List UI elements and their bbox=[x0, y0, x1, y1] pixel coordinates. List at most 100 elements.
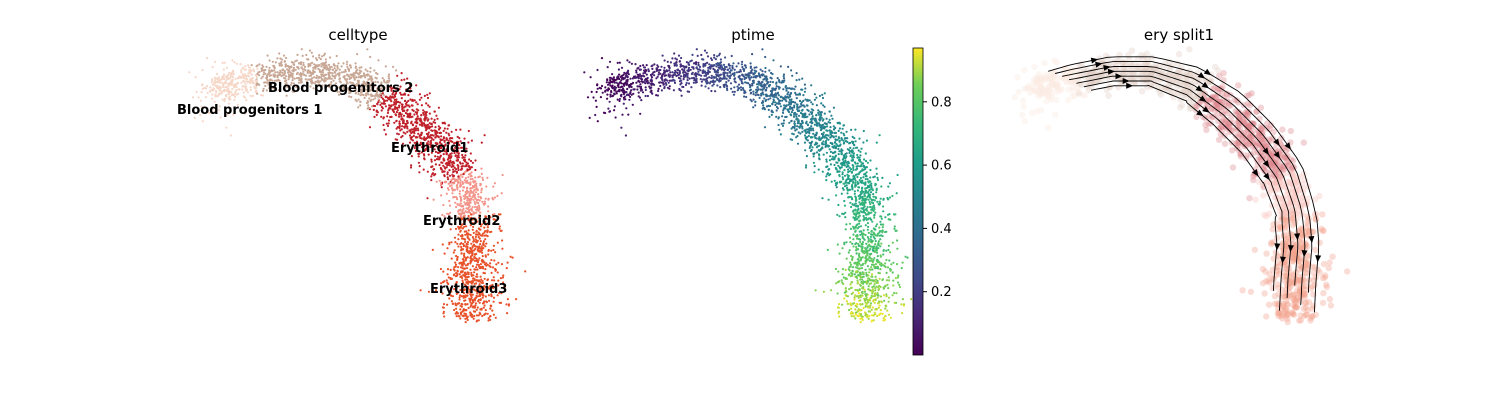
celltype-point bbox=[214, 95, 217, 98]
celltype-point bbox=[496, 241, 499, 244]
ptime-point bbox=[823, 105, 826, 108]
celltype-point bbox=[476, 206, 479, 209]
celltype-point bbox=[489, 307, 492, 310]
ptime-point bbox=[636, 88, 639, 91]
ptime-point bbox=[781, 115, 784, 118]
ptime-point bbox=[865, 271, 868, 274]
ptime-point bbox=[661, 54, 664, 57]
celltype-point bbox=[467, 141, 470, 144]
ptime-point bbox=[875, 167, 878, 170]
ptime-point bbox=[843, 243, 846, 246]
ptime-point bbox=[677, 74, 680, 77]
ptime-point bbox=[765, 105, 769, 108]
ptime-point bbox=[882, 286, 885, 289]
celltype-point bbox=[323, 80, 326, 83]
celltype-point bbox=[300, 48, 303, 51]
celltype-point bbox=[433, 159, 436, 162]
ptime-point bbox=[739, 78, 742, 81]
ptime-point bbox=[793, 106, 796, 109]
ptime-point bbox=[810, 125, 813, 128]
ptime-point bbox=[793, 113, 796, 116]
celltype-point bbox=[352, 72, 355, 75]
celltype-point bbox=[273, 79, 276, 82]
celltype-point bbox=[464, 225, 468, 228]
ptime-point bbox=[745, 95, 748, 99]
celltype-point bbox=[503, 285, 506, 289]
celltype-point bbox=[491, 266, 495, 269]
celltype-point bbox=[337, 93, 341, 96]
celltype-point bbox=[245, 87, 248, 90]
celltype-point bbox=[285, 79, 288, 82]
ptime-point bbox=[760, 94, 763, 97]
celltype-point bbox=[467, 214, 470, 218]
ptime-point bbox=[842, 124, 846, 127]
celltype-point bbox=[400, 136, 403, 139]
ptime-point bbox=[864, 178, 867, 181]
celltype-point bbox=[492, 313, 495, 316]
ptime-point bbox=[659, 84, 662, 88]
ptime-point bbox=[737, 83, 741, 86]
ptime-point bbox=[634, 63, 637, 66]
ptime-point bbox=[884, 265, 887, 269]
celltype-point bbox=[414, 144, 417, 147]
celltype-point bbox=[509, 255, 512, 258]
ptime-point bbox=[722, 63, 726, 66]
celltype-point bbox=[375, 94, 378, 97]
ptime-point bbox=[801, 125, 804, 128]
ptime-point bbox=[685, 72, 688, 75]
ptime-point bbox=[855, 214, 858, 218]
celltype-point bbox=[447, 163, 450, 166]
celltype-point bbox=[336, 72, 339, 75]
celltype-point bbox=[497, 213, 501, 216]
celltype-point bbox=[289, 83, 293, 86]
celltype-point bbox=[489, 265, 492, 269]
ptime-point bbox=[831, 151, 835, 154]
ptime-point bbox=[845, 300, 849, 303]
celltype-point bbox=[481, 314, 484, 318]
celltype-point bbox=[452, 149, 456, 152]
celltype-point bbox=[471, 265, 474, 268]
ptime-point bbox=[874, 225, 878, 228]
ptime-point bbox=[679, 75, 683, 78]
ptime-point bbox=[775, 115, 778, 118]
ptime-point bbox=[688, 77, 691, 80]
ptime-point bbox=[861, 235, 864, 238]
ptime-point bbox=[762, 93, 765, 96]
celltype-point bbox=[487, 286, 490, 289]
ptime-point bbox=[707, 87, 710, 90]
celltype-point bbox=[270, 83, 273, 86]
ptime-point bbox=[862, 214, 865, 218]
ptime-point bbox=[869, 176, 872, 179]
celltype-point bbox=[265, 89, 268, 92]
ptime-point bbox=[882, 294, 886, 297]
celltype-point bbox=[477, 300, 480, 303]
celltype-point bbox=[406, 122, 409, 125]
ptime-point bbox=[855, 165, 858, 168]
celltype-point bbox=[459, 179, 462, 182]
celltype-point bbox=[461, 258, 464, 261]
ptime-point bbox=[793, 88, 796, 91]
celltype-point bbox=[490, 271, 493, 274]
ptime-point bbox=[864, 312, 867, 315]
celltype-point bbox=[437, 128, 441, 131]
celltype-point bbox=[462, 149, 465, 152]
celltype-point bbox=[364, 88, 367, 91]
ptime-point bbox=[847, 168, 850, 171]
celltype-point bbox=[466, 287, 469, 290]
ptime-point bbox=[861, 315, 864, 318]
celltype-point bbox=[370, 98, 373, 102]
ptime-point bbox=[879, 238, 882, 241]
ptime-point bbox=[705, 82, 708, 85]
celltype-point bbox=[238, 75, 241, 78]
panel-celltype: celltype Blood progenitors 2 Blood proge… bbox=[177, 26, 527, 324]
celltype-point bbox=[260, 67, 264, 70]
ptime-point bbox=[869, 191, 873, 194]
celltype-point bbox=[469, 183, 472, 186]
ptime-point bbox=[848, 308, 851, 312]
celltype-point bbox=[457, 147, 460, 150]
celltype-point bbox=[321, 55, 324, 58]
celltype-point bbox=[492, 185, 495, 188]
celltype-point bbox=[459, 146, 463, 149]
ptime-point bbox=[837, 203, 840, 207]
celltype-point bbox=[272, 81, 275, 84]
